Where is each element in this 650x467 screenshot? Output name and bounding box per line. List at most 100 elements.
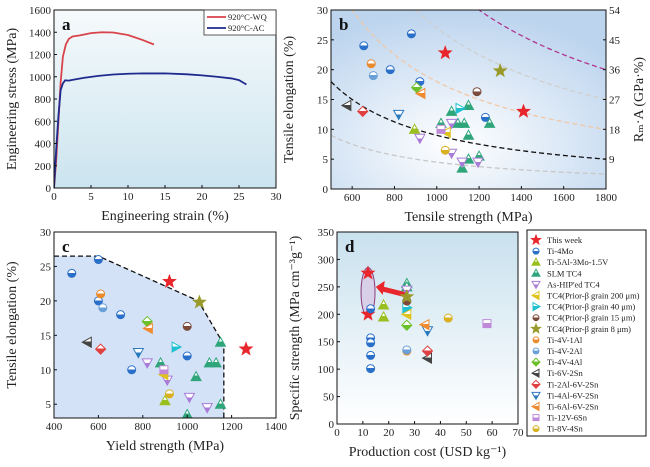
highlight-arrow-head (375, 280, 385, 295)
y-tick-label: 1400 (29, 27, 52, 39)
slm-tc4-marker (483, 117, 496, 128)
legend-label: 920°C-WQ (228, 12, 267, 22)
ti-6al-6v-2sn-marker (418, 318, 430, 331)
iso-curve-rma-18 (351, 10, 606, 130)
iso-curve-rma-27 (414, 10, 606, 101)
legend-label: Ti-12V-6Sn (547, 413, 588, 423)
x-tick-label: 1200 (221, 421, 244, 433)
plot-area (54, 31, 247, 188)
property-envelope-region (54, 256, 224, 418)
ti-8v-4sn-marker (532, 425, 540, 433)
x-tick-label: 0 (51, 191, 57, 203)
legend-item: TC4(Prior-β grain 40 μm) (532, 302, 635, 312)
ti-12v-6sn-marker (532, 414, 540, 422)
y2-tick-label: 18 (609, 124, 621, 136)
as-hip-ed-tc4-marker (183, 392, 196, 404)
y2-tick-label: 27 (609, 95, 621, 107)
legend-label: Ti-8V-4Sn (547, 424, 584, 434)
this-week-marker (360, 265, 376, 280)
x-tick-label: 25 (234, 191, 246, 203)
as-hip-ed-tc4-marker (141, 358, 154, 369)
y-tick-label: 250 (318, 282, 335, 294)
ti-4v-1al-marker (366, 59, 376, 69)
panel-label: b (339, 15, 348, 34)
x-tick-label: 1800 (595, 192, 618, 204)
ti-4mo-marker (116, 310, 126, 320)
legend-item: TC4(Prior-β grain 8 μm) (529, 322, 631, 334)
slm-tc4-marker (181, 408, 193, 418)
x-tick-label: 5 (88, 191, 94, 203)
ti-4mo-marker (385, 65, 395, 75)
x-tick-label: 1400 (265, 421, 288, 433)
tc4-prior-grain-40-m--marker (171, 341, 183, 353)
ti-2al-6v-2sn-marker (421, 345, 434, 357)
y-tick-label: 15 (40, 330, 52, 342)
this-week-marker (162, 273, 177, 288)
y-tick-label: 25 (40, 261, 52, 273)
ti-12v-6sn-marker (159, 365, 169, 375)
as-hip-ed-tc4-marker (201, 403, 214, 414)
legend-item: Ti-4V-2Al (532, 346, 583, 356)
x-tick-label: 1000 (426, 192, 449, 204)
x-tick-label: 20 (197, 191, 209, 203)
ti-6v-2sn-marker (81, 336, 92, 349)
panel-label: d (345, 237, 355, 256)
y-tick-label: 150 (318, 337, 335, 349)
tc4-prior-grain-200-m--marker (530, 290, 540, 301)
legend-label: Ti-6Al-6V-2Sn (547, 402, 599, 412)
panel-c: 400 600 800 1000 1200 1400 5 10 15 20 25 30 Yield st… (5, 227, 288, 454)
legend-item: As-HIP'ed TC4 (531, 279, 600, 290)
ti-4v-2al-marker (402, 345, 412, 355)
legend-item: Ti-2Al-6V-2Sn (531, 379, 599, 389)
y-tick-label: 300 (318, 254, 335, 266)
legend-item: Ti-4Mo (532, 246, 573, 256)
x-tick-label: 600 (90, 421, 107, 433)
legend-item: Ti-4V-4Al (531, 357, 583, 367)
y-axis-title: Engineering stress (MPa) (5, 28, 20, 171)
x-tick-label: 1000 (176, 421, 199, 433)
slm-tc4-marker (445, 105, 458, 116)
legend-item: Ti-5Al-3Mo-1.5V (531, 257, 609, 267)
ti-4mo-marker (366, 364, 376, 374)
y-axis-title: Tensile elongation (%) (282, 36, 297, 164)
y-tick-label: 15 (317, 95, 329, 107)
x-tick-label: 50 (461, 427, 473, 439)
tc4-prior-grain-8-m--marker (529, 322, 543, 334)
panel-label: c (62, 237, 70, 256)
y-tick-label: 400 (35, 139, 52, 151)
x-axis-title: Production cost (USD kg⁻¹) (349, 445, 507, 460)
as-hip-ed-tc4-marker (456, 157, 469, 169)
tc4-prior-grain-15-m--marker (182, 321, 192, 331)
y-tick-label: 30 (317, 5, 329, 17)
panel-a: 0 5 10 15 20 25 30 0 200 400 600 800 1000 1200 1400 160… (5, 5, 282, 224)
y-axis-title: Specific strength (MPa cm⁻³g⁻¹) (288, 235, 303, 420)
ti-4al-6v-2sn-marker (392, 109, 405, 121)
x-tick-label: 70 (513, 427, 525, 439)
x-tick-label: 1200 (468, 192, 491, 204)
slm-tc4-marker (458, 117, 471, 128)
ti-4mo-marker (366, 350, 376, 360)
ti-2al-6v-2sn-marker (357, 105, 369, 118)
panel-d: 0 10 20 30 40 50 60 70 0 50 100 150 200 250 300 350 Prod… (288, 227, 524, 460)
this-week-marker (529, 233, 543, 246)
x-tick-label: 0 (334, 427, 340, 439)
ti-4v-1al-marker (96, 289, 106, 299)
ti-4mo-marker (93, 255, 103, 265)
this-week-marker (516, 103, 531, 118)
tc4-prior-grain-8-m--marker (399, 288, 415, 304)
ti-5al-3mo-1-5v-marker (531, 257, 541, 266)
legend-label: Ti-6V-2Sn (547, 368, 584, 378)
ti-4v-2al-marker (98, 303, 108, 313)
y-tick-label: 5 (323, 154, 329, 166)
ti-5al-3mo-1-5v-marker (408, 123, 421, 134)
legend-box (203, 9, 277, 36)
highlight-arrow-shaft (381, 286, 408, 298)
ti-4v-4al-marker (531, 357, 541, 367)
x-tick-label: 15 (160, 191, 172, 203)
ti-4mo-marker (532, 247, 540, 255)
ti-4mo-marker (182, 351, 192, 361)
x-tick-label: 1400 (510, 192, 533, 204)
iso-curve-rma-4.5 (331, 134, 606, 175)
